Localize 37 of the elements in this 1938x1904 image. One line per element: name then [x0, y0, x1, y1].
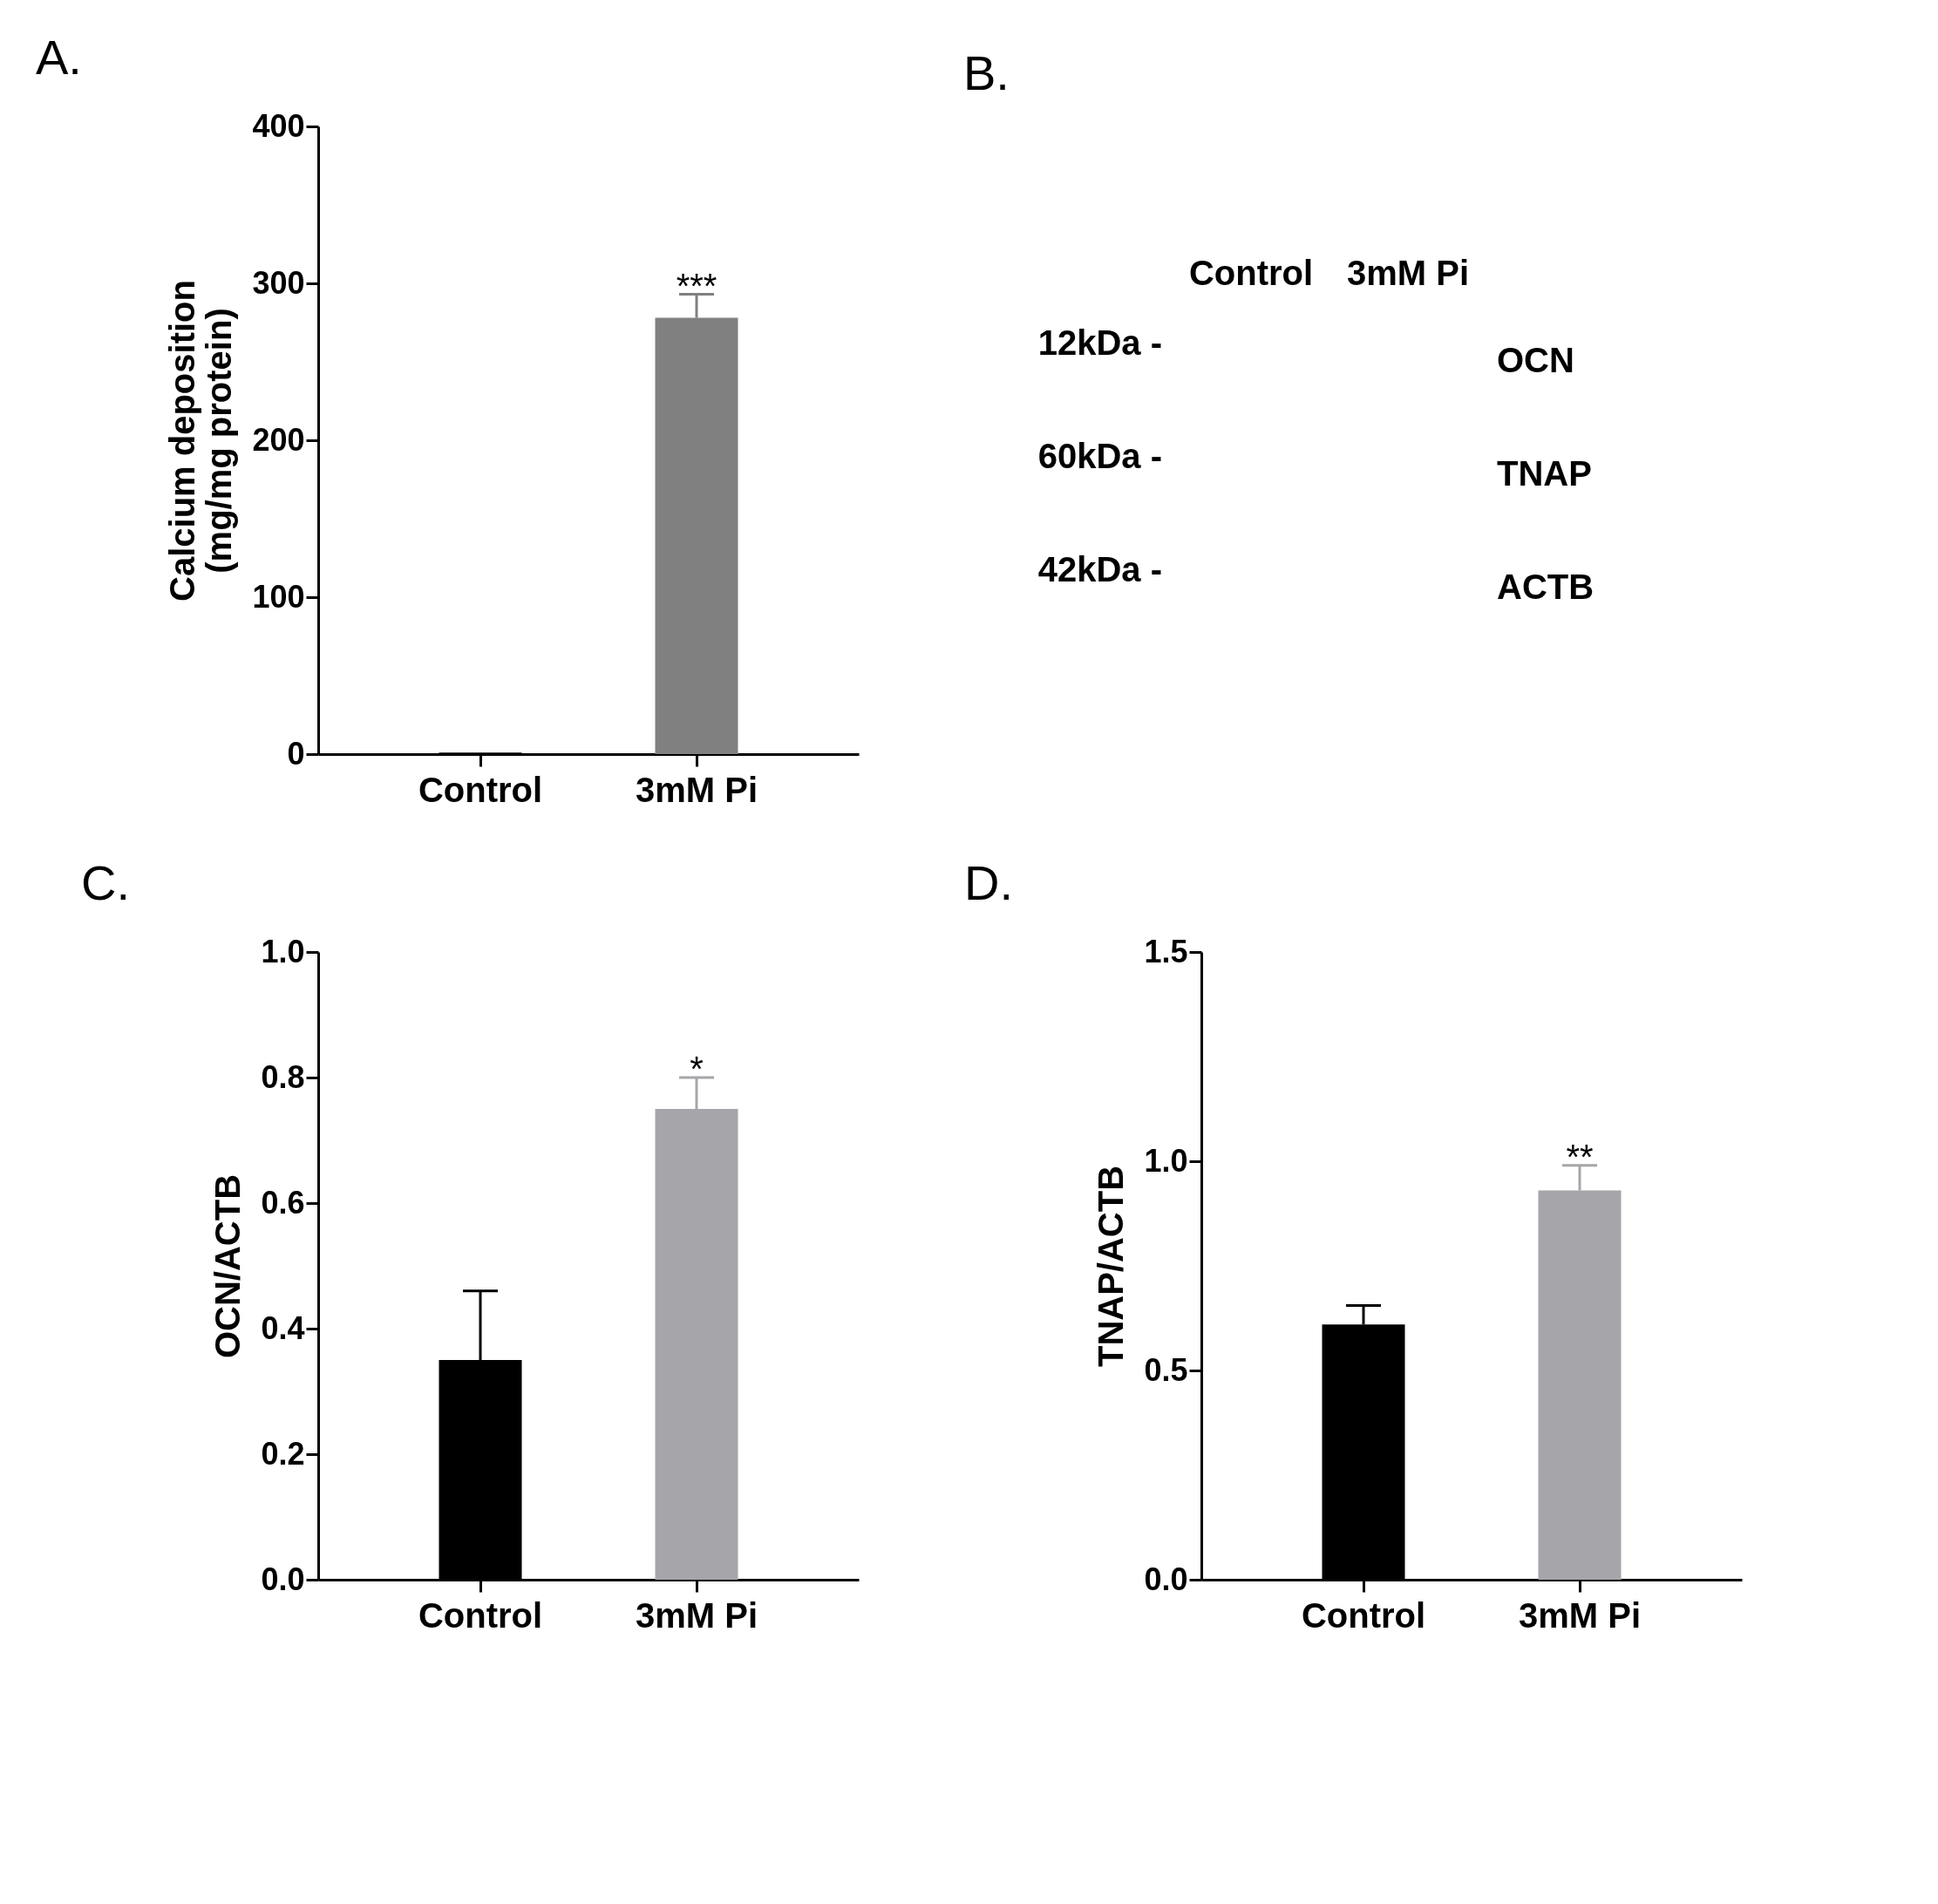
category-label: TNAP	[1497, 454, 1592, 493]
y-tick-label: 0.0	[1144, 1561, 1188, 1597]
y-axis-title: OCN/ACTB	[208, 1173, 248, 1359]
y-tick-label: 200	[252, 421, 305, 458]
chart-title: C.	[80, 855, 130, 910]
y-tick-label: 0.5	[1144, 1351, 1188, 1388]
y-axis-title: TNAP/ACTB	[1091, 1165, 1131, 1368]
category-label: 60kDa -	[1037, 437, 1162, 475]
y-tick-label: 1.5	[1144, 933, 1188, 969]
y-tick-label: 400	[252, 107, 305, 144]
y-tick-label: 0.8	[261, 1058, 305, 1095]
x-tick-label: Control	[1301, 1595, 1426, 1635]
y-tick-label: 100	[252, 578, 305, 615]
chart-title: D.	[963, 855, 1013, 910]
x-tick-label: Control	[418, 1595, 543, 1635]
y-tick-label: 0.6	[261, 1184, 305, 1221]
y-tick-label: 300	[252, 264, 305, 301]
category-label: Control	[1188, 254, 1314, 292]
y-tick-label: 0.4	[261, 1309, 305, 1346]
y-axis-title: Calcium deposition (mg/mg protein)	[163, 280, 239, 602]
category-label: ACTB	[1497, 568, 1595, 606]
text: B.	[963, 45, 1010, 100]
category-label: 42kDa -	[1037, 550, 1162, 588]
x-tick-label: 3mM Pi	[635, 1595, 758, 1635]
y-tick-label: 1.0	[261, 933, 305, 969]
y-tick-label: 0.0	[261, 1561, 305, 1597]
chart-title: A.	[35, 30, 82, 85]
annotation: **	[1566, 1137, 1594, 1176]
annotation: ***	[676, 266, 717, 305]
category-label: 3mM Pi	[1346, 254, 1470, 292]
y-tick-label: 1.0	[1144, 1142, 1188, 1179]
y-tick-label: 0.2	[261, 1435, 305, 1472]
annotation: *	[690, 1050, 704, 1088]
category-label: OCN	[1497, 341, 1574, 379]
x-tick-label: 3mM Pi	[1518, 1595, 1642, 1635]
y-tick-label: 0	[287, 735, 305, 772]
category-label: 12kDa -	[1037, 323, 1162, 362]
